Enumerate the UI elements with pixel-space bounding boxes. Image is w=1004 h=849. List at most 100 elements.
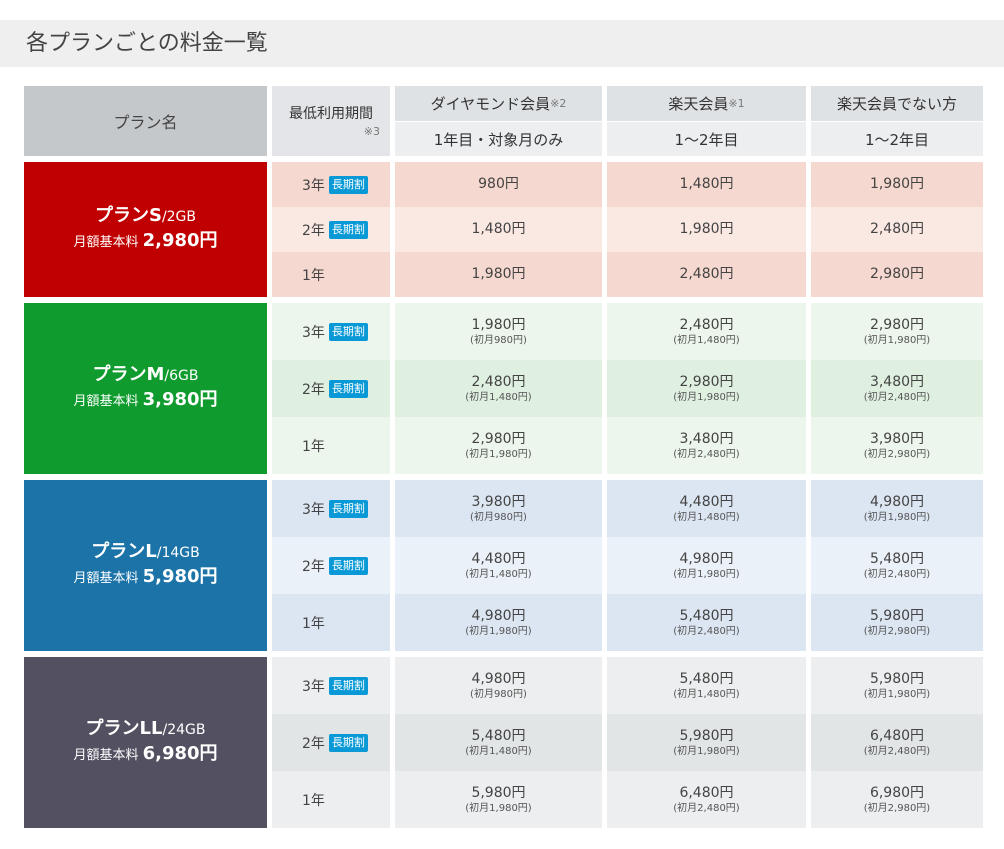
- price-cell: 5,980円 (初月1,980円): [395, 771, 602, 828]
- monthly-price: 4,980円: [471, 607, 526, 624]
- base-fee-value: 6,980円: [142, 743, 218, 764]
- monthly-price: 4,980円: [679, 550, 734, 567]
- monthly-price: 1,980円: [471, 266, 526, 282]
- price-cell: 1,980円 (初月980円): [395, 303, 602, 360]
- monthly-price: 6,480円: [679, 784, 734, 801]
- monthly-price: 2,980円: [869, 266, 925, 282]
- header-non-member-sub: 1～2年目: [811, 121, 983, 156]
- long-term-discount-badge: 長期割: [328, 733, 368, 752]
- period-value: 2年: [302, 735, 325, 752]
- period-value: 2年: [302, 558, 325, 575]
- price-cell: 4,980円 (初月1,980円): [395, 594, 602, 651]
- price-cell: 2,480円 (初月1,480円): [607, 303, 806, 360]
- long-term-discount-badge: 長期割: [328, 220, 368, 239]
- header-min-period-note: ※3: [363, 125, 380, 138]
- period-cell: 2年 長期割: [272, 537, 390, 594]
- first-month-price: (初月2,480円): [673, 802, 740, 814]
- diamond-price-column: 1,980円 (初月980円) 2,480円 (初月1,480円) 2,980円 (初月1…: [395, 303, 602, 474]
- plan-name-cell: プランLL/24GB 月額基本料 6,980円: [24, 657, 267, 828]
- plan-group: プランL/14GB 月額基本料 5,980円 3年 長期割 2年 長期割 1年 3,980円(…: [24, 480, 983, 651]
- first-month-price: (初月1,980円): [465, 625, 532, 637]
- base-fee-label: 月額基本料: [73, 748, 139, 763]
- price-cell: 5,980円 (初月1,980円): [607, 714, 806, 771]
- header-diamond: ダイヤモンド会員 ※2: [395, 86, 602, 121]
- first-month-price: (初月980円): [470, 688, 527, 700]
- first-month-price: (初月980円): [470, 334, 527, 346]
- long-term-discount-badge: 長期割: [328, 556, 368, 575]
- price-cell: 1,980円: [811, 162, 983, 207]
- rakuten-member-price-column: 4,480円 (初月1,480円) 4,980円 (初月1,980円) 5,480円 (初…: [607, 480, 806, 651]
- header-diamond-note: ※2: [550, 97, 567, 110]
- plan-title: プランL: [91, 541, 157, 562]
- rakuten-member-price-column: 5,480円 (初月1,480円) 5,980円 (初月1,980円) 6,480円 (初…: [607, 657, 806, 828]
- period-column: 3年 長期割 2年 長期割 1年: [272, 303, 390, 474]
- long-term-discount-badge: 長期割: [328, 175, 368, 194]
- period-value: 1年: [302, 792, 325, 809]
- diamond-price-column: 980円 1,480円 1,980円: [395, 162, 602, 297]
- monthly-price: 3,480円: [679, 430, 734, 447]
- price-cell: 1,980円: [607, 207, 806, 252]
- plan-data-size: /6GB: [164, 368, 199, 384]
- first-month-price: (初月2,980円): [863, 448, 931, 460]
- period-value: 3年: [302, 324, 325, 341]
- monthly-price: 3,980円: [869, 430, 925, 447]
- first-month-price: (初月2,980円): [863, 802, 931, 814]
- plan-name-cell: プランL/14GB 月額基本料 5,980円: [24, 480, 267, 651]
- plan-name: プランS/2GB: [95, 204, 196, 229]
- monthly-price: 5,480円: [679, 607, 734, 624]
- monthly-price: 1,980円: [679, 221, 734, 237]
- monthly-price: 1,980円: [471, 316, 526, 333]
- first-month-price: (初月1,480円): [465, 391, 532, 403]
- monthly-price: 1,480円: [679, 176, 734, 192]
- period-cell: 3年 長期割: [272, 303, 390, 360]
- plan-group: プランLL/24GB 月額基本料 6,980円 3年 長期割 2年 長期割 1年 4,980円…: [24, 657, 983, 828]
- monthly-price: 4,980円: [869, 493, 925, 510]
- plan-title: プランM: [92, 364, 165, 385]
- period-cell: 3年 長期割: [272, 162, 390, 207]
- price-cell: 2,980円 (初月1,980円): [811, 303, 983, 360]
- period-cell: 3年 長期割: [272, 480, 390, 537]
- period-value: 2年: [302, 381, 325, 398]
- header-min-period: 最低利用期間 ※3: [272, 86, 390, 156]
- period-cell: 2年 長期割: [272, 360, 390, 417]
- plan-data-size: /24GB: [162, 722, 206, 738]
- first-month-price: (初月1,980円): [673, 568, 740, 580]
- period-cell: 1年: [272, 252, 390, 297]
- price-cell: 2,980円: [811, 252, 983, 297]
- price-cell: 6,480円 (初月2,480円): [607, 771, 806, 828]
- first-month-price: (初月1,980円): [863, 688, 931, 700]
- first-month-price: (初月1,480円): [673, 511, 740, 523]
- plan-title: プランS: [94, 205, 162, 226]
- plan-group: プランM/6GB 月額基本料 3,980円 3年 長期割 2年 長期割 1年 1,980円 (初…: [24, 303, 983, 474]
- price-cell: 2,480円 (初月1,480円): [395, 360, 602, 417]
- price-cell: 3,480円 (初月2,480円): [811, 360, 983, 417]
- first-month-price: (初月980円): [470, 511, 527, 523]
- plan-name-cell: プランS/2GB 月額基本料 2,980円: [24, 162, 267, 297]
- non-member-price-column: 4,980円 (初月1,980円) 5,480円 (初月2,480円) 5,980円 (初…: [811, 480, 983, 651]
- period-cell: 1年: [272, 771, 390, 828]
- diamond-price-column: 4,980円 (初月980円) 5,480円 (初月1,480円) 5,980円 (初月1…: [395, 657, 602, 828]
- price-cell: 3,980円 (初月980円): [395, 480, 602, 537]
- period-cell: 1年: [272, 594, 390, 651]
- base-fee-value: 3,980円: [142, 389, 218, 410]
- base-fee-label: 月額基本料: [73, 394, 139, 409]
- period-value: 3年: [302, 678, 325, 695]
- monthly-price: 5,980円: [679, 727, 734, 744]
- plan-base-fee: 月額基本料 5,980円: [73, 565, 217, 591]
- price-cell: 2,480円: [811, 207, 983, 252]
- monthly-price: 3,980円: [471, 493, 526, 510]
- plan-group: プランS/2GB 月額基本料 2,980円 3年 長期割 2年 長期割 1年 980円 1,48…: [24, 162, 983, 297]
- period-value: 1年: [302, 438, 325, 455]
- rakuten-member-price-column: 2,480円 (初月1,480円) 2,980円 (初月1,980円) 3,480円 (初…: [607, 303, 806, 474]
- plan-base-fee: 月額基本料 2,980円: [73, 229, 217, 255]
- base-fee-label: 月額基本料: [73, 571, 139, 586]
- period-column: 3年 長期割 2年 長期割 1年: [272, 162, 390, 297]
- price-cell: 4,980円 (初月980円): [395, 657, 602, 714]
- price-cell: 4,480円 (初月1,480円): [607, 480, 806, 537]
- price-cell: 3,480円 (初月2,480円): [607, 417, 806, 474]
- monthly-price: 2,480円: [869, 221, 925, 237]
- price-cell: 980円: [395, 162, 602, 207]
- period-cell: 3年 長期割: [272, 657, 390, 714]
- first-month-price: (初月1,480円): [465, 745, 532, 757]
- price-cell: 2,980円 (初月1,980円): [395, 417, 602, 474]
